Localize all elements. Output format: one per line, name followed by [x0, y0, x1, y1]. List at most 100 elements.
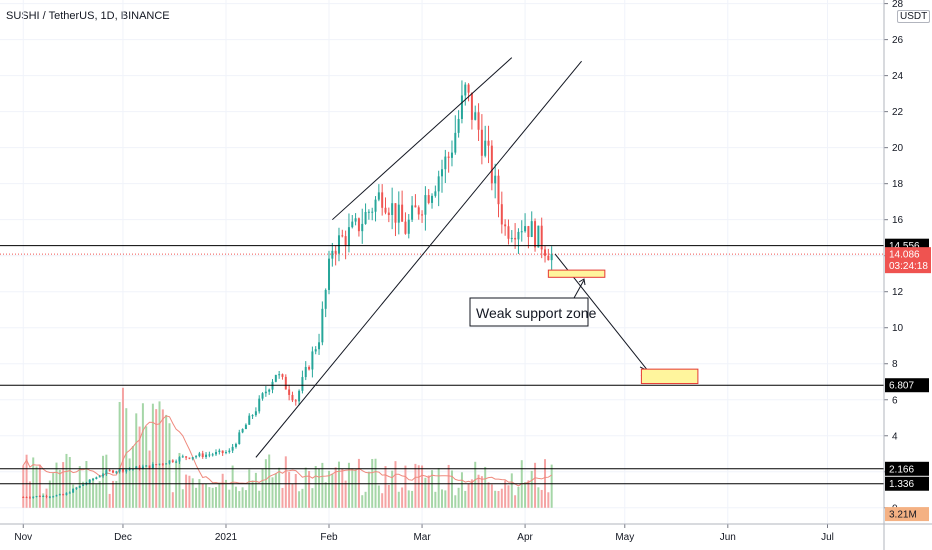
candle-body: [298, 390, 301, 402]
x-tick-label: Feb: [320, 532, 338, 543]
target-zone: [640, 368, 699, 385]
volume-bar: [347, 462, 350, 508]
volume-bar: [404, 465, 407, 508]
currency-button[interactable]: USDT: [897, 10, 931, 23]
candle-body: [517, 231, 520, 240]
candle-body: [198, 453, 201, 457]
volume-bar: [414, 463, 417, 508]
volume-bar: [494, 490, 497, 508]
candle-body: [271, 381, 274, 390]
volume-bar: [55, 462, 58, 508]
volume-bar: [447, 464, 450, 508]
candle-body: [321, 308, 324, 343]
volume-bar: [248, 469, 251, 508]
candle-body: [52, 496, 55, 498]
volume-bar: [308, 470, 311, 508]
candle-body: [28, 497, 31, 499]
candle-body: [444, 156, 447, 170]
volume-bar: [284, 456, 287, 508]
candle-body: [480, 129, 483, 156]
volume-bar: [324, 482, 327, 508]
candle-body: [314, 349, 317, 352]
candle-body: [467, 84, 470, 93]
volume-bar: [205, 483, 208, 508]
candle-body: [364, 211, 367, 224]
volume-bar: [444, 490, 447, 508]
channel-trendline: [331, 57, 513, 221]
volume-bar: [75, 486, 78, 508]
x-tick-label: Mar: [413, 532, 431, 543]
candle-body: [450, 152, 453, 158]
candle-body: [231, 446, 234, 451]
candle-body: [121, 469, 124, 472]
volume-bar: [102, 455, 105, 508]
volume-bar: [155, 409, 158, 508]
volume-bar: [504, 480, 507, 508]
candle-body: [347, 227, 350, 246]
volume-bar: [437, 468, 440, 508]
volume-bar: [344, 480, 347, 508]
volume-bar: [251, 480, 254, 508]
candle-body: [234, 444, 237, 447]
grid: [0, 0, 884, 524]
candle-body: [185, 456, 188, 458]
current-price-countdown: 03:24:18: [889, 261, 928, 272]
candle-body: [537, 225, 540, 248]
candle-body: [238, 432, 241, 445]
support-annotation[interactable]: Weak support zone: [469, 278, 597, 327]
volume-bar: [431, 470, 434, 508]
price-line-tag-label: 6.807: [889, 381, 914, 392]
volume-bar: [361, 495, 364, 508]
volume-bar: [281, 487, 284, 508]
candle-body: [494, 175, 497, 184]
candle-body: [264, 391, 267, 394]
volume-bar: [105, 454, 108, 508]
volume-bar: [328, 470, 331, 508]
candle-body: [411, 205, 414, 220]
volume-bar: [68, 457, 71, 508]
volume-bar: [151, 403, 154, 508]
candle-body: [145, 465, 148, 467]
volume-bar: [354, 469, 357, 508]
volume-bar: [62, 462, 65, 508]
volume-bar: [65, 453, 68, 508]
volume-bar: [161, 409, 164, 508]
candle-body: [417, 207, 420, 215]
candle-body: [544, 249, 547, 256]
volume-bars: [22, 387, 553, 508]
candle-body: [397, 204, 400, 223]
volume-bar: [145, 426, 148, 508]
candle-body: [102, 474, 105, 477]
volume-bar: [198, 479, 201, 508]
volume-bar: [38, 464, 41, 508]
candle-body: [111, 470, 114, 473]
volume-bar: [510, 473, 513, 508]
candle-body: [22, 496, 25, 498]
volume-bar: [411, 490, 414, 508]
chart-title: SUSHI / TetherUS, 1D, BINANCE: [6, 10, 170, 22]
volume-bar: [454, 495, 457, 508]
support-pointer-arrowhead: [578, 278, 586, 286]
volume-bar: [434, 491, 437, 508]
volume-bar: [254, 472, 257, 508]
candle-body: [527, 226, 530, 237]
candle-body: [254, 411, 257, 416]
volume-bar: [477, 474, 480, 508]
candle-body: [331, 250, 334, 259]
volume-bar: [215, 487, 218, 508]
candle-body: [371, 211, 374, 213]
candle-body: [431, 195, 434, 203]
volume-bar: [530, 470, 533, 508]
candle-body: [520, 231, 523, 233]
candle-body: [165, 463, 168, 465]
candle-body: [82, 484, 85, 486]
volume-bar: [441, 489, 443, 508]
candle-body: [195, 456, 198, 458]
volume-bar: [82, 481, 85, 508]
volume-bar: [32, 457, 35, 508]
price-line-tag-bg: [885, 476, 929, 491]
volume-tag-bg: [885, 507, 929, 522]
candle-body: [291, 394, 294, 401]
